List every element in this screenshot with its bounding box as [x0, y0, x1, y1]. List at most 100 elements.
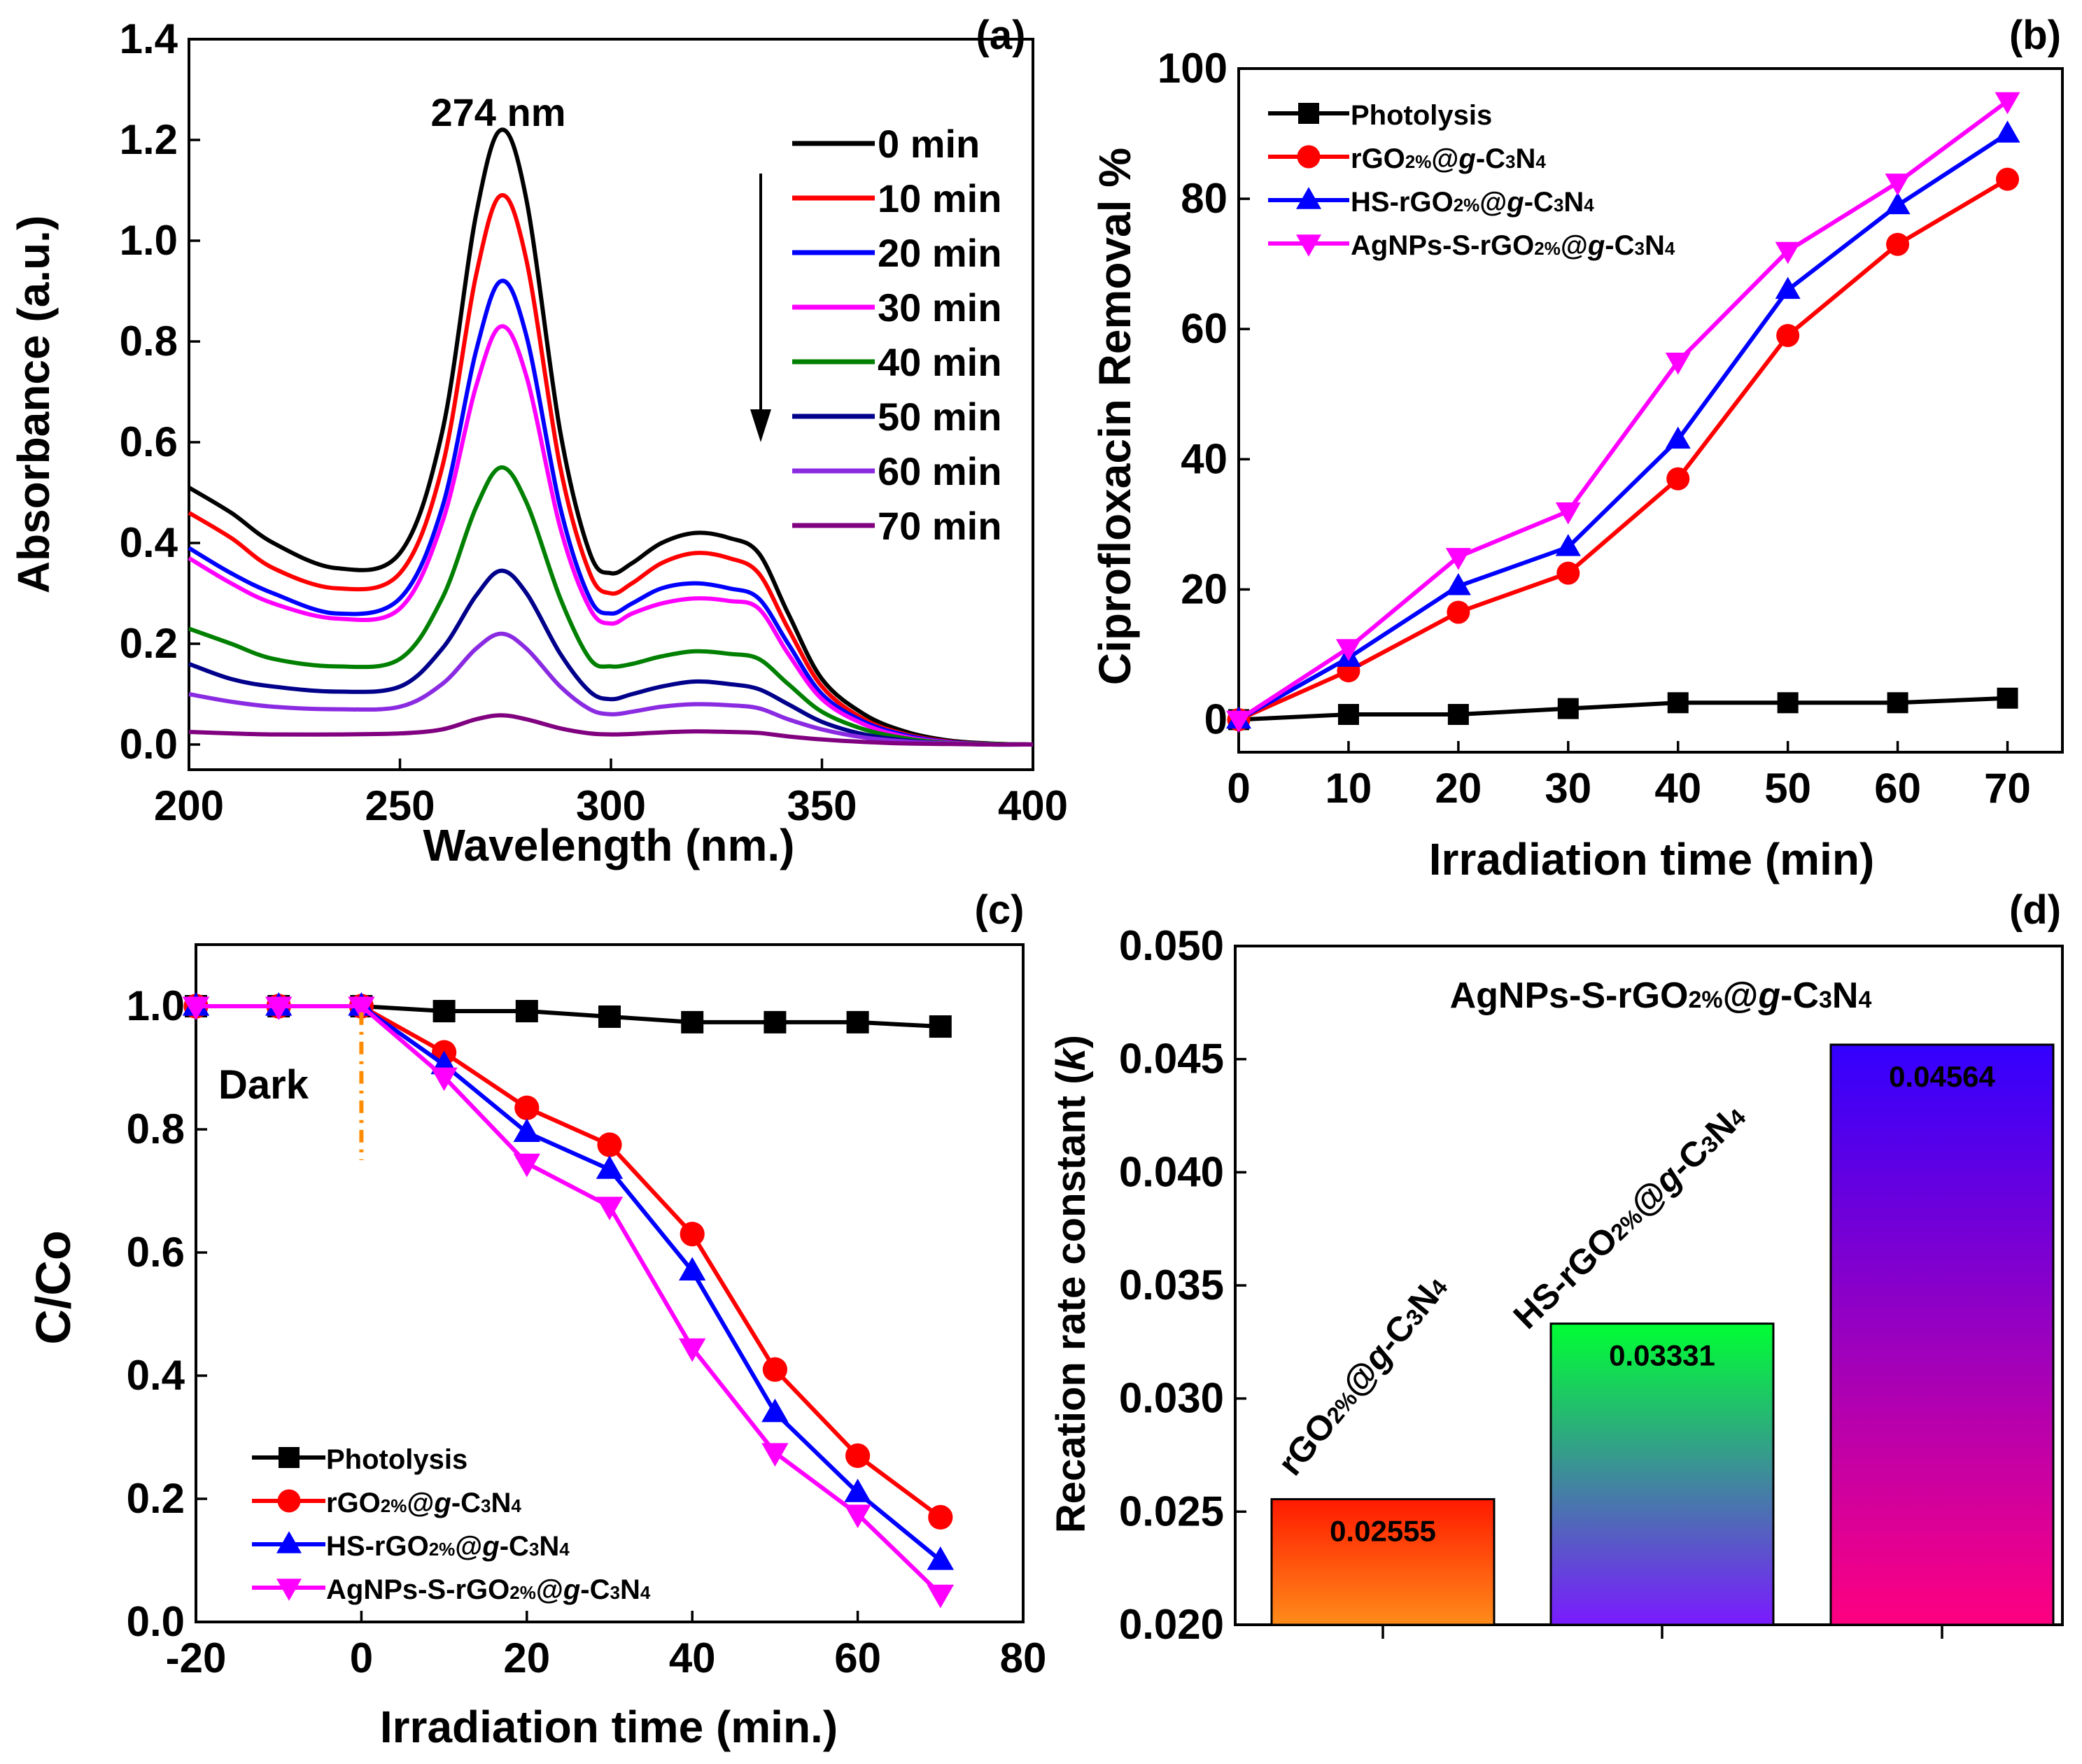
data-point: [1775, 241, 1801, 264]
formula-part-a: AgNPs-S-rGO: [1351, 230, 1534, 261]
dark-annotation: Dark: [218, 1062, 309, 1108]
data-point: [1776, 323, 1800, 347]
data-point: [182, 996, 210, 1020]
panel-label: (a): [976, 13, 1026, 58]
formula-part-b: 2%: [1405, 151, 1432, 172]
data-point: [1666, 467, 1690, 491]
formula-part-g: N: [620, 1574, 640, 1605]
y-tick-label: 0.0: [127, 1598, 185, 1645]
formula-part-h: 4: [1858, 987, 1871, 1013]
y-tick-label: 0.040: [1119, 1148, 1224, 1195]
y-axis-title: C/Co: [26, 1230, 80, 1344]
formula-part-c: @: [1431, 143, 1458, 174]
plot-frame-1: [1237, 67, 2064, 754]
x-tick-label: 300: [576, 782, 646, 829]
y-tick-label: 100: [1158, 45, 1228, 92]
x-tick-label: 250: [365, 782, 435, 829]
formula-part-a: AgNPs-S-rGO: [326, 1574, 509, 1605]
data-point: [1667, 692, 1689, 714]
x-tick-label: 350: [787, 782, 857, 829]
data-point: [1447, 600, 1470, 624]
y-tick-label: 80: [1181, 175, 1228, 222]
data-point: [928, 1504, 953, 1530]
formula-part-d: g: [563, 1574, 580, 1605]
y-tick-label: 0.025: [1119, 1488, 1224, 1534]
formula-part-e: -C: [451, 1488, 481, 1518]
series-line-0: [1238, 696, 2008, 722]
formula-part-g: N: [1516, 143, 1536, 174]
bar-value-label: 0.03331: [1609, 1339, 1715, 1372]
formula-part-f: 3: [1505, 151, 1515, 172]
data-point: [1445, 572, 1471, 595]
formula-part-c: @: [1561, 230, 1588, 261]
legend-label: 40 min: [878, 340, 1001, 384]
data-point: [432, 1000, 456, 1023]
formula-part-f: 3: [1554, 195, 1563, 216]
x-tick-label: 30: [1545, 765, 1591, 812]
y-tick-label: 1.2: [120, 116, 178, 163]
legend-label: 50 min: [878, 395, 1001, 439]
data-point: [844, 1479, 871, 1502]
y-tick-label: 20: [1181, 565, 1228, 612]
data-point: [513, 1153, 540, 1178]
formula-part-b: 2%: [381, 1495, 407, 1516]
x-axis-title: Irradiation time (min): [1429, 834, 1875, 884]
y-tick-label: 0.8: [120, 318, 178, 365]
bar-0: [1270, 1498, 1496, 1626]
series-line-3: [188, 324, 1034, 747]
x-tick-label: 70: [1984, 765, 2031, 812]
data-point: [1995, 120, 2020, 143]
series-line-3: [1237, 99, 2009, 721]
bar-2: [1829, 1043, 2055, 1626]
formula-part-b: 2%: [509, 1582, 536, 1603]
data-point: [1555, 534, 1581, 556]
formula-part-g: N: [1645, 230, 1665, 261]
y-tick-label: 1.0: [120, 217, 178, 264]
formula-part-c: @: [1479, 187, 1507, 218]
data-point: [761, 1443, 789, 1467]
formula-part-b: 2%: [1534, 238, 1561, 259]
series-line-1: [188, 193, 1034, 747]
x-tick-label: 20: [1435, 765, 1482, 812]
legend-label: 60 min: [878, 449, 1001, 493]
legend-marker: [1297, 145, 1321, 169]
x-tick-label: 80: [1000, 1635, 1047, 1681]
data-point: [1777, 692, 1799, 714]
legend-label: 20 min: [878, 231, 1001, 275]
data-point: [1996, 167, 2020, 191]
formula-part-h: 4: [640, 1582, 651, 1603]
legend-label: rGO2%@g-C3N4: [1351, 143, 1546, 174]
series-line-0: [196, 1004, 941, 1029]
y-tick-label: 60: [1181, 305, 1228, 352]
formula-part-a: HS-rGO: [1506, 1219, 1626, 1336]
y-tick-label: 0.4: [120, 519, 178, 566]
data-point: [1885, 192, 1911, 215]
y-axis-title-part: k: [1048, 1046, 1094, 1071]
data-point: [1445, 548, 1471, 570]
formula-part-b: 2%: [1689, 987, 1723, 1013]
legend-label: AgNPs-S-rGO2%@g-C3N4: [326, 1574, 651, 1605]
x-axis-title: Wavelength (nm.): [423, 820, 795, 870]
legend-marker: [1296, 187, 1321, 209]
formula-part-b: 2%: [1454, 195, 1480, 216]
data-point: [679, 1338, 706, 1362]
series-line-2: [1237, 132, 2009, 722]
series-line-4: [188, 465, 1034, 747]
y-tick-label: 0.045: [1119, 1036, 1224, 1082]
y-tick-label: 0.050: [1119, 922, 1224, 969]
formula-part-d: g: [1587, 230, 1605, 261]
legend-marker: [1298, 103, 1319, 124]
data-point: [596, 1155, 624, 1179]
formula-part-e: -C: [1605, 230, 1634, 261]
data-point: [1226, 710, 1251, 733]
bar-value-label: 0.02555: [1330, 1515, 1436, 1548]
formula-part-e: -C: [1524, 187, 1554, 218]
panel-label: (d): [2009, 887, 2061, 933]
formula-part-a: rGO: [1351, 143, 1405, 174]
formula-part-f: 3: [529, 1539, 539, 1560]
x-tick-label: 20: [503, 1635, 550, 1681]
formula-part-b: 2%: [429, 1539, 456, 1560]
data-point: [762, 1357, 787, 1382]
legend-label: HS-rGO2%@g-C3N4: [1351, 187, 1594, 218]
